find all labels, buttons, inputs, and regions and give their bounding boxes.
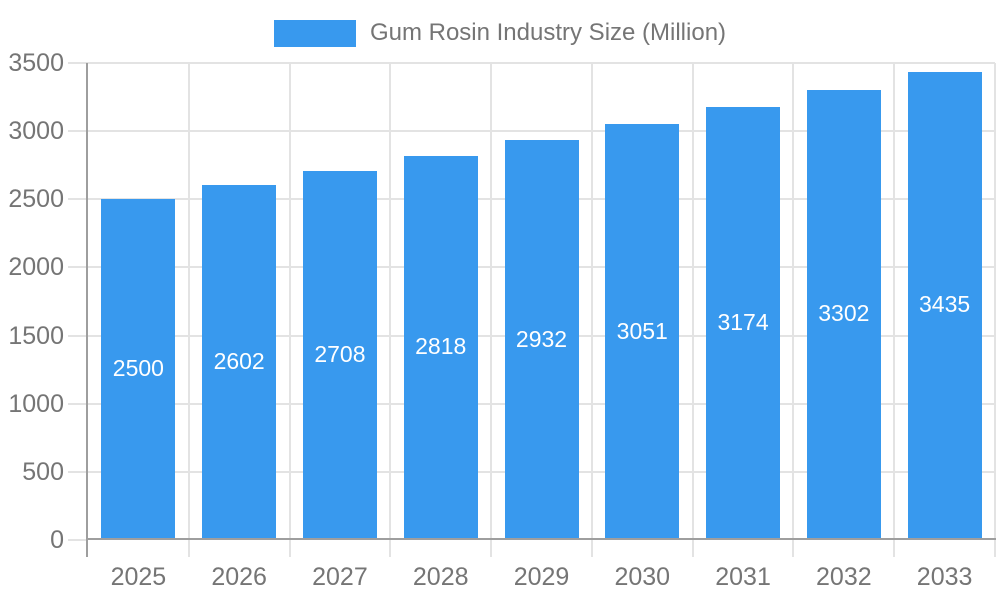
bar-value-label: 2818 <box>415 333 467 360</box>
y-gridline <box>68 130 995 133</box>
x-axis-label-2033: 2033 <box>916 563 973 591</box>
x-gridline <box>187 63 190 557</box>
x-axis-line <box>86 538 996 540</box>
x-axis-label-2032: 2032 <box>816 563 872 591</box>
bar-value-label: 2708 <box>314 340 366 367</box>
bar-value-label: 3435 <box>919 291 971 318</box>
bar-2029[interactable]: 2932 <box>504 140 579 538</box>
x-gridline <box>389 63 392 557</box>
legend-label: Gum Rosin Industry Size (Million) <box>369 19 727 46</box>
bar-2030[interactable]: 3051 <box>605 124 680 538</box>
bar-value-label: 2500 <box>112 355 164 382</box>
y-gridline <box>68 62 995 64</box>
x-axis-label-2027: 2027 <box>312 563 368 591</box>
y-axis-line <box>86 63 88 557</box>
bar-2027[interactable]: 2708 <box>302 170 377 538</box>
x-gridline <box>590 63 593 557</box>
x-axis-label-2025: 2025 <box>110 563 167 591</box>
x-gridline <box>691 63 694 557</box>
bar-value-label: 2932 <box>515 325 568 352</box>
x-gridline <box>792 63 795 557</box>
bar-2026[interactable]: 2602 <box>202 185 277 538</box>
bar-value-label: 3174 <box>717 309 769 336</box>
y-axis-label: 1500 <box>8 321 64 350</box>
y-axis-label: 3500 <box>8 49 64 77</box>
y-axis-tick <box>68 539 88 541</box>
bar-value-label: 2602 <box>213 348 265 375</box>
x-gridline <box>490 63 493 557</box>
x-gridline <box>288 63 291 557</box>
x-axis-label-2028: 2028 <box>412 563 469 591</box>
x-axis-label-2026: 2026 <box>211 563 267 591</box>
x-gridline <box>893 63 896 557</box>
bar-2031[interactable]: 3174 <box>706 107 781 538</box>
bar-value-label: 3302 <box>818 300 870 327</box>
x-gridline <box>994 63 996 557</box>
bar-2028[interactable]: 2818 <box>403 155 478 538</box>
x-axis-label-2029: 2029 <box>513 563 570 591</box>
legend[interactable]: Gum Rosin Industry Size (Million) <box>0 19 1000 47</box>
y-axis-label: 3000 <box>8 117 64 146</box>
x-axis-label-2030: 2030 <box>614 563 671 591</box>
legend-swatch-icon <box>273 19 356 47</box>
x-axis-label-2031: 2031 <box>715 563 771 591</box>
y-axis-label: 0 <box>50 526 64 554</box>
y-axis-label: 2500 <box>8 185 64 214</box>
bar-2025[interactable]: 2500 <box>101 199 176 538</box>
bar-value-label: 3051 <box>616 317 668 344</box>
bar-2033[interactable]: 3435 <box>907 71 982 538</box>
y-axis-label: 500 <box>22 457 64 486</box>
y-axis-label: 1000 <box>8 389 64 418</box>
bar-2032[interactable]: 3302 <box>806 89 881 538</box>
y-axis-label: 2000 <box>8 253 64 282</box>
